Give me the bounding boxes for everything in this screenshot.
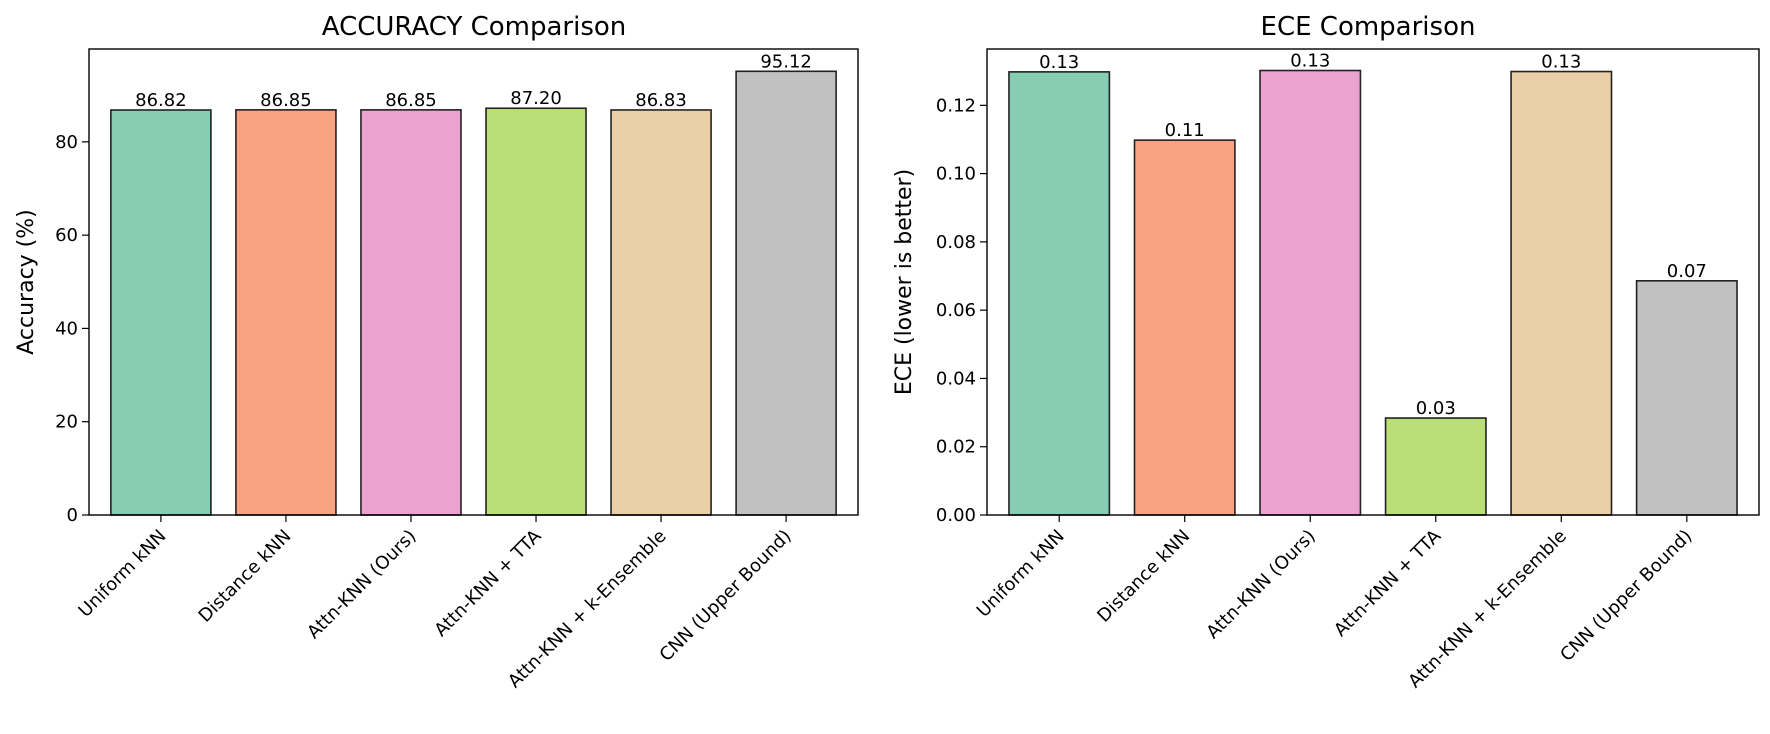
ece-y-tick-label: 0.12 <box>936 95 976 116</box>
accuracy-y-axis-label: Accuracy (%) <box>14 209 39 355</box>
ece-bar-2 <box>1133 139 1236 516</box>
ece-plot-frame <box>986 48 1760 516</box>
accuracy-plot-frame <box>88 48 859 516</box>
accuracy-bar-value-label: 87.20 <box>510 88 562 109</box>
ece-bar-1 <box>1008 71 1111 516</box>
accuracy-y-tick-label: 80 <box>55 132 78 153</box>
ece-y-tick-label: 0.06 <box>936 300 976 321</box>
accuracy-y-tick-label: 60 <box>55 225 78 246</box>
accuracy-bar-2 <box>235 109 337 516</box>
accuracy-bar-1 <box>110 109 212 516</box>
accuracy-bar-value-label: 86.85 <box>385 90 437 111</box>
ece-x-tick-label: CNN (Upper Bound) <box>1556 526 1696 666</box>
ece-x-tick-label: Distance kNN <box>1093 526 1194 627</box>
ece-bar-6 <box>1635 280 1738 516</box>
ece-y-tick-label: 0.08 <box>936 232 976 253</box>
ece-x-tick-label: Uniform kNN <box>973 526 1069 622</box>
accuracy-bar-value-label: 95.12 <box>760 51 812 72</box>
ece-y-tick-label: 0.10 <box>936 164 976 185</box>
ece-x-tick-label: Attn-KNN + TTA <box>1330 525 1446 641</box>
accuracy-bar-value-label: 86.83 <box>635 90 687 111</box>
ece-chart-panel: ECE Comparison ECE (lower is better) 0.1… <box>892 12 1760 692</box>
accuracy-bar-5 <box>610 109 712 516</box>
ece-bar-value-label: 0.13 <box>1039 52 1079 73</box>
accuracy-bar-value-label: 86.85 <box>260 90 312 111</box>
ece-chart-title: ECE Comparison <box>1261 12 1476 42</box>
accuracy-bar-4 <box>485 107 587 516</box>
accuracy-y-tick-label: 40 <box>55 318 78 339</box>
ece-y-tick-label: 0.02 <box>936 437 976 458</box>
accuracy-x-tick-label: Uniform kNN <box>75 526 171 622</box>
accuracy-chart-title: ACCURACY Comparison <box>322 12 627 42</box>
accuracy-x-tick-label: Attn-KNN + TTA <box>430 525 546 641</box>
ece-bar-5 <box>1510 70 1613 516</box>
ece-bar-value-label: 0.07 <box>1667 261 1707 282</box>
ece-bar-value-label: 0.03 <box>1416 398 1456 419</box>
accuracy-bar-6 <box>735 70 837 516</box>
ece-y-tick-label: 0.00 <box>936 505 976 526</box>
accuracy-x-tick-label: Attn-KNN (Ours) <box>303 526 420 643</box>
accuracy-x-tick-label: CNN (Upper Bound) <box>656 526 796 666</box>
accuracy-bar-value-label: 86.82 <box>135 90 187 111</box>
ece-y-axis-label: ECE (lower is better) <box>892 169 917 395</box>
ece-x-tick-label: Attn-KNN (Ours) <box>1202 526 1319 643</box>
ece-bar-value-label: 0.13 <box>1541 52 1581 73</box>
ece-bar-3 <box>1259 69 1362 516</box>
accuracy-bar-3 <box>360 109 462 516</box>
accuracy-x-tick-label: Distance kNN <box>195 526 296 627</box>
ece-bar-4 <box>1384 417 1487 516</box>
ece-bar-value-label: 0.13 <box>1290 51 1330 72</box>
accuracy-y-tick-label: 20 <box>55 412 78 433</box>
accuracy-chart-panel: ACCURACY Comparison Accuracy (%) 86.82 Un… <box>14 12 859 692</box>
ece-bar-value-label: 0.11 <box>1165 120 1205 141</box>
accuracy-y-tick-label: 0 <box>67 505 78 526</box>
ece-y-tick-label: 0.04 <box>936 368 976 389</box>
